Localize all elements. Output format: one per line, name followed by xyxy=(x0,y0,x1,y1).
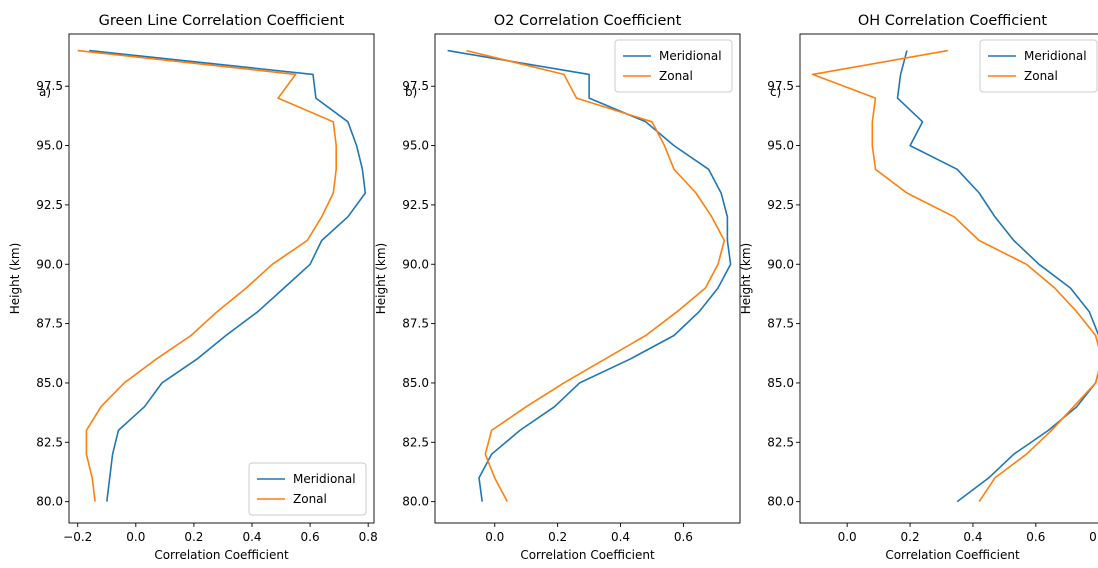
legend-label-meridional: Meridional xyxy=(293,472,356,486)
y-tick-label: 87.5 xyxy=(36,317,63,331)
panel-label: b) xyxy=(405,85,417,99)
x-tick-label: 0.4 xyxy=(242,530,261,544)
legend: Meridional Zonal xyxy=(614,39,733,93)
y-tick-label: 82.5 xyxy=(402,435,429,449)
legend: Meridional Zonal xyxy=(979,39,1098,93)
panel-label: c) xyxy=(770,85,781,99)
legend-label-meridional: Meridional xyxy=(1024,49,1087,63)
legend-label-zonal: Zonal xyxy=(659,69,693,83)
y-tick-label: 97.5 xyxy=(402,79,429,93)
y-tick-label: 80.0 xyxy=(36,495,63,509)
legend-box xyxy=(979,39,1098,93)
legend-label-zonal: Zonal xyxy=(293,492,327,506)
y-axis-label: Height (km) xyxy=(739,243,753,314)
y-tick-label: 92.5 xyxy=(402,198,429,212)
y-tick-label: 85.0 xyxy=(402,376,429,390)
y-tick-label: 90.0 xyxy=(402,257,429,271)
x-tick-label: 0.2 xyxy=(184,530,203,544)
series-line-zonal xyxy=(811,49,1098,503)
series-line-meridional xyxy=(447,49,732,502)
axes-frame xyxy=(799,33,1098,524)
x-tick-label: 0.4 xyxy=(611,530,630,544)
y-tick-label: 95.0 xyxy=(36,139,63,153)
x-axis-label: Correlation Coefficient xyxy=(520,548,655,562)
x-tick-label: 0.6 xyxy=(674,530,693,544)
x-tick-label: 0.8 xyxy=(359,530,378,544)
y-tick-label: 87.5 xyxy=(402,317,429,331)
x-axis-label: Correlation Coefficient xyxy=(885,548,1020,562)
y-tick-label: 97.5 xyxy=(36,79,63,93)
series-line-zonal xyxy=(466,49,726,502)
axes-frame xyxy=(68,33,375,524)
x-tick-label: 0.6 xyxy=(1026,530,1045,544)
series-line-meridional xyxy=(896,50,1098,503)
x-tick-label: 0.2 xyxy=(901,530,920,544)
x-tick-label: 0.0 xyxy=(126,530,145,544)
legend-label-zonal: Zonal xyxy=(1024,69,1058,83)
y-tick-label: 87.5 xyxy=(767,317,794,331)
chart-panel-3: 0.0 0.2 0.4 0.6 0.8 80.0 82.5 85.0 87.5 90.0 92.5 9… xyxy=(739,13,1098,562)
chart-panel-2: 0.0 0.2 0.4 0.6 80.0 82.5 85.0 87.5 90.0 92.5 95.0… xyxy=(374,13,741,562)
y-tick-label: 92.5 xyxy=(767,198,794,212)
x-tick-label: 0.8 xyxy=(1089,530,1098,544)
y-tick-label: 80.0 xyxy=(402,495,429,509)
legend-label-meridional: Meridional xyxy=(659,49,722,63)
x-tick-label: 0.4 xyxy=(963,530,982,544)
y-tick-label: 92.5 xyxy=(36,198,63,212)
y-axis-label: Height (km) xyxy=(8,243,22,314)
y-tick-label: 82.5 xyxy=(767,435,794,449)
y-tick-label: 82.5 xyxy=(36,435,63,449)
legend-box xyxy=(614,39,733,93)
series-line-zonal xyxy=(77,49,338,502)
y-tick-label: 95.0 xyxy=(402,139,429,153)
chart-title: Green Line Correlation Coefficient xyxy=(99,13,345,29)
y-axis-label: Height (km) xyxy=(374,243,388,314)
panel-label: a) xyxy=(39,85,51,99)
y-tick-label: 97.5 xyxy=(767,79,794,93)
x-tick-label: 0.6 xyxy=(301,530,320,544)
legend: Meridional Zonal xyxy=(248,462,367,516)
x-tick-label: 0.0 xyxy=(485,530,504,544)
y-tick-label: 90.0 xyxy=(767,257,794,271)
chart-panel-1: −0.2 0.0 0.2 0.4 0.6 0.8 80.0 82.5 85.0 87.5 90.0 9… xyxy=(8,13,378,562)
series-line-meridional xyxy=(89,49,367,502)
y-tick-label: 95.0 xyxy=(767,139,794,153)
chart-title: OH Correlation Coefficient xyxy=(858,13,1048,29)
y-tick-label: 85.0 xyxy=(767,376,794,390)
axes-frame xyxy=(434,33,741,524)
x-tick-label: 0.2 xyxy=(548,530,567,544)
x-tick-label: 0.0 xyxy=(838,530,857,544)
legend-box xyxy=(248,462,367,516)
y-tick-label: 80.0 xyxy=(767,495,794,509)
x-tick-label: −0.2 xyxy=(63,530,92,544)
chart-title: O2 Correlation Coefficient xyxy=(494,13,682,29)
x-axis-label: Correlation Coefficient xyxy=(154,548,289,562)
y-tick-label: 90.0 xyxy=(36,257,63,271)
y-tick-label: 85.0 xyxy=(36,376,63,390)
